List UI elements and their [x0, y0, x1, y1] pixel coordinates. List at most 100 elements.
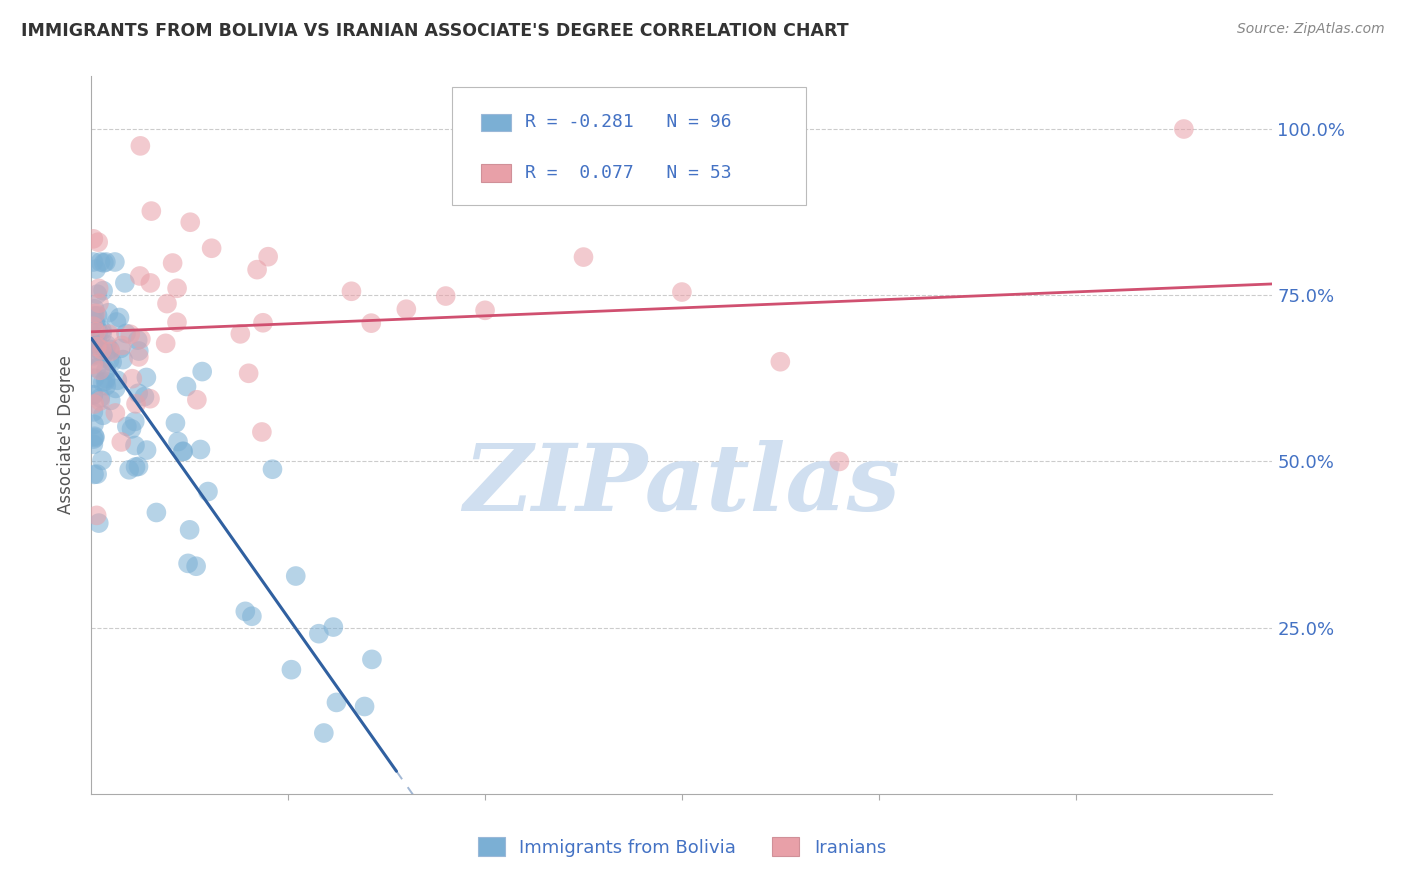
Point [84, 306, 107, 320]
Point [110, 434, 132, 449]
Point [94, 345, 117, 359]
Point [86, 340, 108, 354]
Point [179, 523, 201, 537]
Point [769, 355, 792, 369]
Point [118, 463, 141, 477]
Point [89, 391, 111, 405]
Point [257, 250, 280, 264]
Point [229, 326, 252, 341]
Point [94, 363, 117, 377]
Point [112, 352, 135, 367]
Point [184, 559, 207, 574]
Point [82, 319, 104, 334]
Point [83, 301, 105, 316]
Point [87, 296, 110, 310]
Point [166, 281, 188, 295]
Point [86, 467, 108, 482]
FancyBboxPatch shape [481, 164, 510, 182]
Point [82, 388, 104, 402]
Point [93, 256, 115, 270]
Text: ZIPatlas: ZIPatlas [464, 440, 900, 530]
Point [97, 306, 120, 320]
Point [87, 324, 110, 338]
Point [82, 347, 104, 361]
Point [128, 344, 150, 359]
Point [82, 255, 104, 269]
Point [111, 338, 134, 352]
Point [233, 604, 256, 618]
Point [87, 235, 110, 249]
Point [86, 360, 108, 375]
Point [322, 620, 344, 634]
Point [308, 626, 330, 640]
Point [262, 462, 284, 476]
Point [201, 241, 224, 255]
Point [172, 444, 194, 458]
Point [83, 429, 105, 443]
Point [176, 379, 198, 393]
Point [125, 397, 148, 411]
Point [83, 332, 105, 346]
Point [98, 343, 121, 357]
Point [190, 442, 212, 457]
Point [101, 355, 124, 369]
Point [87, 281, 110, 295]
Point [115, 419, 138, 434]
Point [107, 373, 129, 387]
Text: Source: ZipAtlas.com: Source: ZipAtlas.com [1237, 22, 1385, 37]
Point [91, 343, 114, 357]
Point [94, 372, 117, 386]
Point [100, 393, 122, 408]
Point [246, 262, 269, 277]
Point [108, 310, 131, 325]
Point [135, 443, 157, 458]
Point [124, 414, 146, 428]
Point [115, 326, 138, 341]
Point [82, 232, 104, 246]
Point [121, 372, 143, 386]
Point [96, 338, 118, 352]
Point [86, 287, 108, 301]
Point [121, 422, 143, 436]
Point [82, 437, 104, 451]
Point [340, 285, 363, 299]
Point [134, 390, 156, 404]
Point [572, 250, 595, 264]
Point [177, 557, 200, 571]
Point [128, 268, 150, 283]
Point [83, 467, 105, 482]
Point [156, 296, 179, 310]
Point [395, 302, 418, 317]
FancyBboxPatch shape [481, 113, 510, 131]
Point [96, 378, 118, 392]
Point [83, 371, 105, 385]
Point [83, 329, 105, 343]
Point [360, 316, 382, 330]
Point [91, 284, 114, 298]
Point [98, 327, 121, 342]
Y-axis label: Associate's Degree: Associate's Degree [58, 355, 76, 515]
Point [252, 316, 274, 330]
Point [104, 406, 127, 420]
Point [325, 695, 347, 709]
Point [828, 454, 851, 468]
Point [104, 381, 127, 395]
Point [128, 350, 150, 364]
Point [83, 432, 105, 446]
Point [89, 394, 111, 409]
Point [104, 255, 127, 269]
Point [312, 726, 335, 740]
Point [124, 438, 146, 452]
Point [284, 569, 307, 583]
Point [120, 327, 142, 342]
Point [86, 309, 108, 323]
Point [162, 256, 184, 270]
Point [89, 255, 111, 269]
Point [105, 315, 128, 329]
Point [197, 484, 219, 499]
Text: IMMIGRANTS FROM BOLIVIA VS IRANIAN ASSOCIATE'S DEGREE CORRELATION CHART: IMMIGRANTS FROM BOLIVIA VS IRANIAN ASSOC… [21, 22, 849, 40]
Point [114, 276, 136, 290]
Point [82, 349, 104, 363]
Point [98, 353, 121, 368]
Point [83, 309, 105, 323]
